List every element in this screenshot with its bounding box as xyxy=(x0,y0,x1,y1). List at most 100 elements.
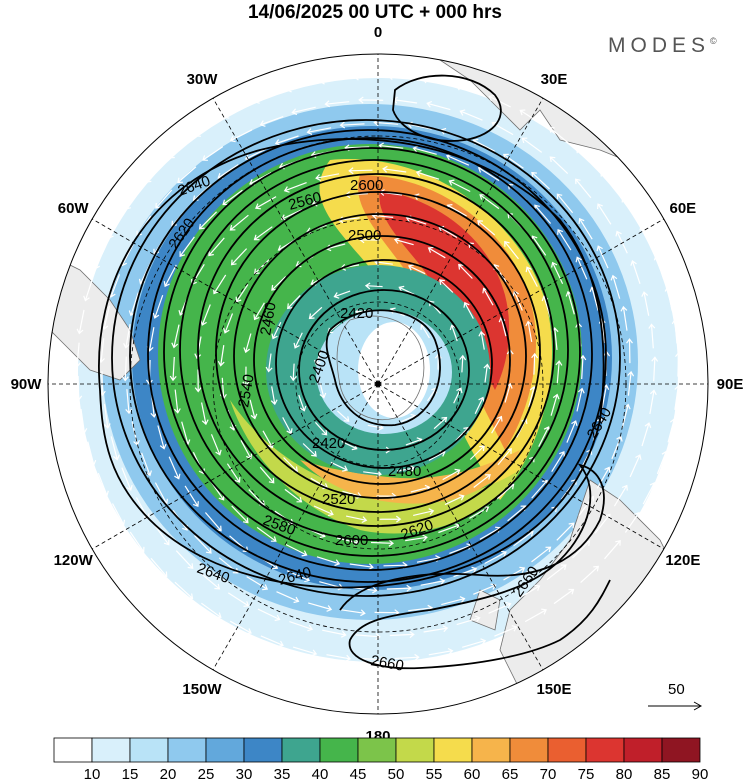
meridian-line xyxy=(377,218,664,385)
wind-vector-arrow xyxy=(223,313,234,334)
contour-2660 xyxy=(339,463,611,670)
wind-vector-arrow xyxy=(253,258,270,275)
wind-vector-arrow xyxy=(227,592,250,607)
wind-vector-arrow xyxy=(463,301,474,319)
wind-vector-arrow xyxy=(168,456,181,480)
wind-vector-arrow xyxy=(265,353,273,373)
wind-vector-arrow xyxy=(556,193,574,214)
wind-vector-arrow xyxy=(575,256,588,280)
wind-vector-arrow xyxy=(226,463,241,483)
wind-vector-arrow xyxy=(240,440,253,460)
wind-vector-arrow xyxy=(459,354,467,373)
colorbar-tick-label: 60 xyxy=(464,766,481,782)
colorbar-swatch xyxy=(661,737,701,763)
colorbar-swatch xyxy=(243,737,283,763)
wind-vector-arrow xyxy=(629,454,642,478)
contour-label-2520: 2520 xyxy=(322,491,355,508)
wind-vector-arrow xyxy=(293,332,303,349)
wind-vector-arrow xyxy=(360,656,386,664)
wind-vector-arrow xyxy=(283,182,307,193)
meridian-line xyxy=(377,383,664,550)
meridian-line xyxy=(377,383,544,670)
wind-vector-arrow xyxy=(407,264,426,275)
wind-vector-arrow xyxy=(286,570,311,583)
wind-vector-arrow xyxy=(615,230,628,254)
wind-vector-arrow xyxy=(627,370,635,396)
wind-vector-arrow xyxy=(639,224,652,248)
wind-vector-arrow xyxy=(548,127,569,144)
wind-vector-arrow xyxy=(519,109,541,124)
wind-speed-field xyxy=(48,54,708,714)
contour-2600 xyxy=(129,129,607,583)
wind-vector-arrow xyxy=(223,106,247,119)
wind-vector-arrow xyxy=(202,146,224,161)
longitude-label: 0 xyxy=(374,24,382,41)
contour-2660-north xyxy=(392,74,502,142)
wind-vector-arrow xyxy=(253,302,265,321)
wind-vector-arrow xyxy=(121,356,129,382)
longitude-label: 30E xyxy=(541,71,568,88)
wind-vector-arrow xyxy=(87,441,97,466)
wind-vector-arrow xyxy=(671,318,679,344)
wind-vector-arrow xyxy=(121,467,133,491)
height-contours xyxy=(98,74,621,670)
longitude-label: 90W xyxy=(11,376,43,393)
wind-vector-arrow xyxy=(324,100,350,108)
wind-vector-arrow xyxy=(674,385,682,410)
wind-vector-arrow xyxy=(474,396,485,414)
wind-vector-arrow xyxy=(483,363,491,383)
wind-vector-arrow xyxy=(551,451,565,473)
wind-vector-arrow xyxy=(201,402,209,426)
wind-vector-arrow xyxy=(556,522,575,541)
wind-vector-arrow xyxy=(208,237,225,257)
longitude-label: 120W xyxy=(54,552,94,569)
colorbar-swatch xyxy=(433,737,473,763)
wind-vector-arrow xyxy=(97,472,109,497)
wind-vector-arrow xyxy=(282,417,293,435)
wind-vector-arrow xyxy=(473,474,491,488)
wind-vector-arrow xyxy=(157,425,167,450)
wind-vector-arrow xyxy=(364,282,383,290)
wind-vector-arrow xyxy=(420,578,446,586)
wind-vector-arrow xyxy=(243,333,252,354)
wind-vector-arrow xyxy=(473,583,497,595)
contour-label-2460: 2460 xyxy=(257,301,280,337)
contour-2560 xyxy=(163,147,581,557)
wind-vector-arrow xyxy=(123,323,131,349)
wind-vector-arrow xyxy=(73,342,81,368)
wind-vector-arrow xyxy=(150,557,168,578)
longitude-label: 60W xyxy=(58,200,90,217)
wind-vector-arrow xyxy=(579,354,587,380)
wind-vector-arrow xyxy=(423,625,449,633)
wind-vector-arrow xyxy=(229,620,252,635)
wind-vector-arrow xyxy=(458,263,473,279)
wind-vector-arrow xyxy=(177,166,197,184)
wind-vector-arrow xyxy=(285,543,308,557)
wind-vector-arrow xyxy=(412,145,437,155)
wind-vector-arrow xyxy=(512,290,523,311)
wind-vector-arrow xyxy=(597,203,612,225)
wind-vector-arrow xyxy=(553,588,575,605)
contour-2460 xyxy=(253,235,511,485)
wind-vector-arrow xyxy=(421,76,447,86)
wind-vector-arrow xyxy=(213,274,227,295)
colorbar-tick-label: 10 xyxy=(84,766,101,782)
wind-vector-arrow xyxy=(103,404,111,429)
colorbar-tick-label: 45 xyxy=(350,766,367,782)
wind-vector-arrow xyxy=(255,196,277,210)
wind-vector-arrow xyxy=(171,324,180,349)
colorbar-swatch xyxy=(53,737,93,763)
wind-vector-arrow xyxy=(557,228,572,251)
wind-vector-arrow xyxy=(287,294,301,310)
reference-vector-arrowhead xyxy=(693,701,703,711)
wind-vector-arrow xyxy=(242,366,250,387)
wind-vector-arrow xyxy=(379,515,402,523)
wind-vector-arrow xyxy=(314,421,328,436)
wind-vector-arrow xyxy=(174,581,194,600)
wind-vector-arrow xyxy=(453,566,478,578)
wind-vector-arrow xyxy=(141,452,152,477)
wind-vector-arrow xyxy=(291,106,316,116)
wind-vector-arrow xyxy=(525,266,538,287)
wind-vector-arrow xyxy=(442,468,461,481)
wind-vector-arrow xyxy=(596,466,611,489)
